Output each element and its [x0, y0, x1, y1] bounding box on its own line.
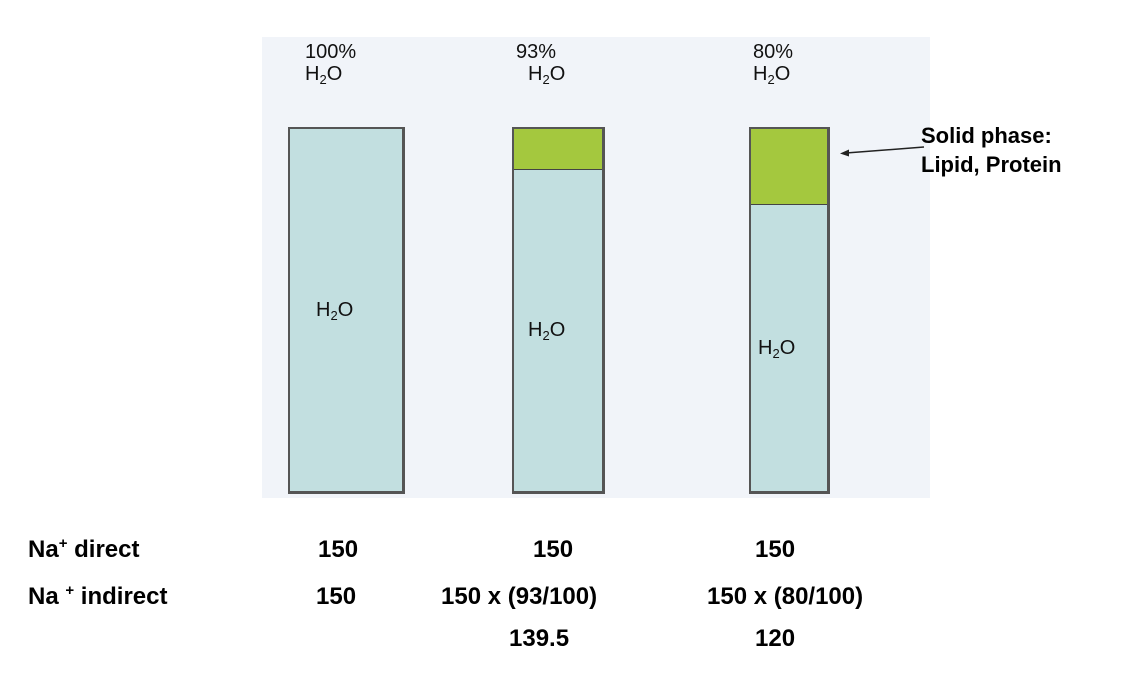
callout-line-1: Solid phase: [921, 123, 1052, 148]
column-1-header: 100% H2O [305, 41, 357, 87]
percent-label: 93% [516, 41, 557, 63]
solid-phase-callout: Solid phase: Lipid, Protein [921, 121, 1062, 179]
arrow-icon [840, 146, 925, 157]
na-direct-value-2: 150 [533, 536, 574, 563]
na-indirect-result-3: 120 [755, 625, 796, 652]
na-direct-value-3: 150 [755, 536, 796, 563]
na-indirect-value-1: 150 [316, 583, 357, 610]
column-3-header: 80% H2O [753, 41, 794, 87]
column-2-header: 93% H2O [516, 41, 566, 87]
na-indirect-result-2: 139.5 [509, 625, 570, 652]
na-indirect-value-3: 150 x (80/100) [707, 583, 864, 610]
solid-phase-segment [514, 129, 602, 170]
row-label-na-indirect: Na + indirect [28, 582, 168, 610]
bar-80-percent: H2O [749, 127, 830, 494]
bar-93-percent: H2O [512, 127, 605, 494]
bar-h2o-label: H2O [758, 337, 796, 361]
na-indirect-value-2: 150 x (93/100) [441, 583, 598, 610]
row-label-na-direct: Na+ direct [28, 535, 140, 563]
h2o-label: H2O [528, 63, 566, 87]
h2o-label: H2O [753, 63, 791, 87]
bar-h2o-label: H2O [316, 299, 354, 323]
bar-100-percent: H2O [288, 127, 405, 494]
bar-h2o-label: H2O [528, 319, 566, 343]
percent-label: 80% [753, 41, 794, 63]
percent-label: 100% [305, 41, 357, 63]
h2o-label: H2O [305, 63, 343, 87]
na-direct-value-1: 150 [318, 536, 359, 563]
solid-phase-segment [751, 129, 827, 205]
callout-line-2: Lipid, Protein [921, 152, 1062, 177]
